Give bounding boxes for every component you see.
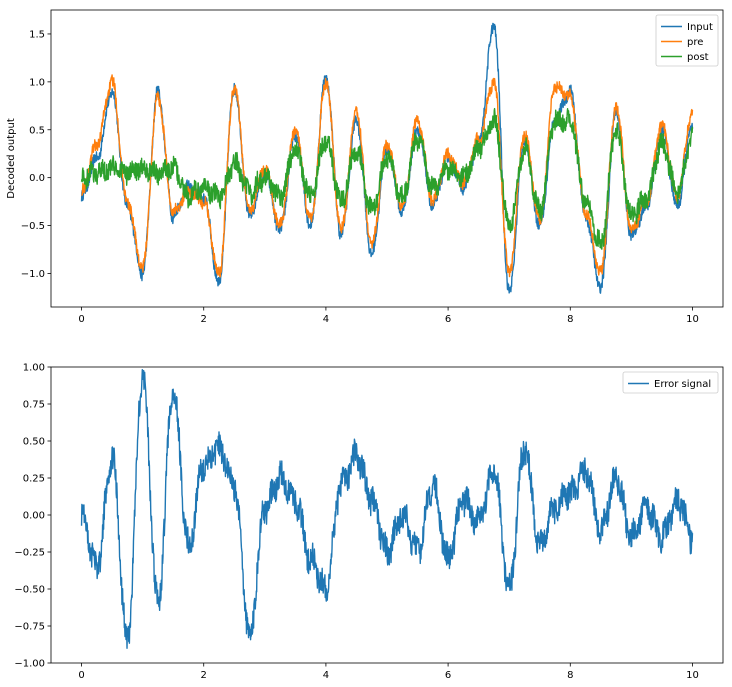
axes-frame bbox=[50, 366, 724, 664]
x-tick-label: 0 bbox=[78, 670, 84, 681]
legend: Error signal bbox=[622, 371, 719, 394]
series-line-error-signal bbox=[80, 369, 694, 649]
y-tick-label: −1.00 bbox=[14, 659, 45, 670]
x-tick-label: 6 bbox=[445, 314, 451, 325]
x-tick-label: 4 bbox=[323, 314, 329, 325]
decoded-output-chart: 0 2 4 6 8 10 −1.0 −0.5 0.0 0.5 1.0 1.5 Decoded outpu… bbox=[6, 9, 724, 325]
y-tick-label: 0.0 bbox=[29, 173, 45, 184]
y-tick-label: 0.5 bbox=[29, 125, 45, 136]
series-line-pre bbox=[80, 74, 694, 278]
series-line-post bbox=[80, 107, 694, 250]
y-tick-label: 0.00 bbox=[23, 511, 45, 522]
y-tick-label: −1.0 bbox=[21, 269, 45, 280]
legend-label-pre: pre bbox=[687, 37, 703, 48]
y-tick-label: −0.50 bbox=[14, 585, 45, 596]
x-tick-label: 2 bbox=[201, 314, 207, 325]
x-tick-label: 10 bbox=[686, 670, 699, 681]
axes-frame bbox=[50, 9, 724, 308]
x-tick-label: 2 bbox=[201, 670, 207, 681]
y-tick-label: −0.25 bbox=[14, 548, 45, 559]
legend-label-input: Input bbox=[687, 22, 713, 33]
y-axis-label: Decoded output bbox=[6, 118, 17, 199]
x-tick-label: 8 bbox=[567, 314, 573, 325]
y-tick-label: 1.00 bbox=[23, 363, 45, 374]
y-tick-label: 0.75 bbox=[23, 400, 45, 411]
y-tick-label: 0.25 bbox=[23, 474, 45, 485]
x-tick-label: 8 bbox=[567, 670, 573, 681]
y-tick-label: 1.5 bbox=[29, 29, 45, 40]
y-tick-label: −0.5 bbox=[21, 221, 45, 232]
x-tick-label: 6 bbox=[445, 670, 451, 681]
legend: Input pre post bbox=[655, 14, 719, 67]
error-signal-chart: 0 2 4 6 8 10 −1.00 −0.75 −0.50 −0.25 0.00 0.25 0.50 0… bbox=[14, 363, 724, 681]
legend-label-error-signal: Error signal bbox=[654, 379, 711, 390]
x-tick-label: 10 bbox=[686, 314, 699, 325]
legend-box bbox=[622, 371, 719, 394]
y-tick-label: 0.50 bbox=[23, 437, 45, 448]
y-tick-label: 1.0 bbox=[29, 77, 45, 88]
x-tick-label: 4 bbox=[323, 670, 329, 681]
y-tick-label: −0.75 bbox=[14, 622, 45, 633]
x-tick-label: 0 bbox=[78, 314, 84, 325]
legend-label-post: post bbox=[687, 52, 709, 63]
legend-box bbox=[655, 14, 719, 67]
